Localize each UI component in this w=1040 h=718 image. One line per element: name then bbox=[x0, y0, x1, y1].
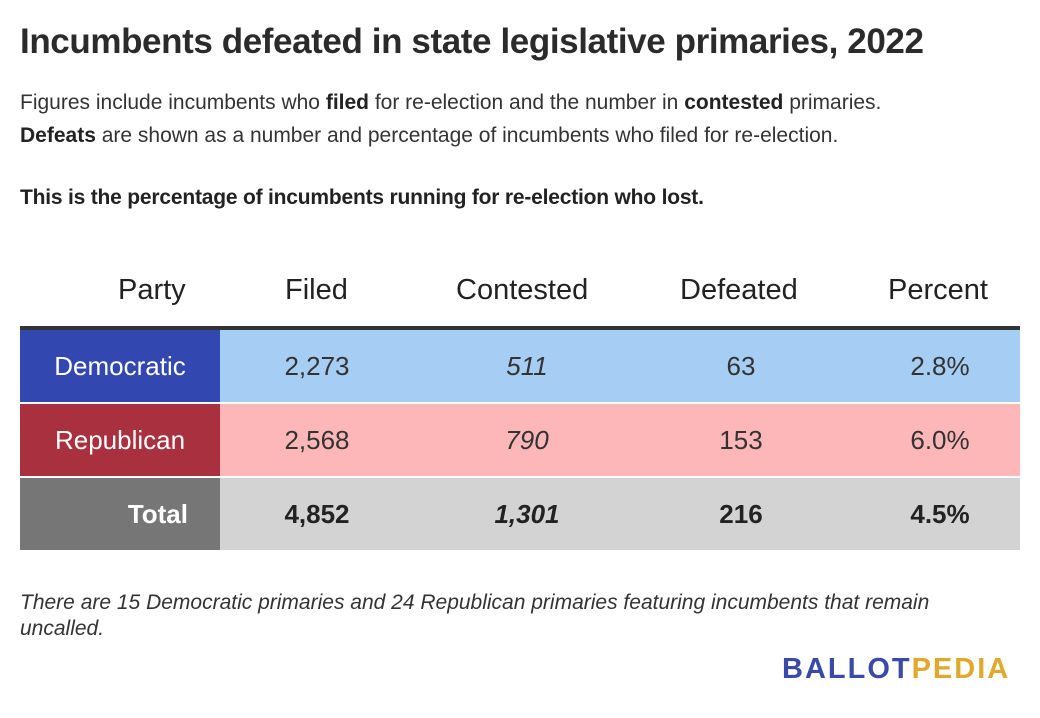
description: Figures include incumbents who filed for… bbox=[20, 86, 881, 152]
description-line-1: Figures include incumbents who filed for… bbox=[20, 86, 881, 119]
defeated-cell: 63 bbox=[726, 350, 756, 381]
chart-subtitle: This is the percentage of incumbents run… bbox=[20, 186, 704, 209]
description-line-2: Defeats are shown as a number and percen… bbox=[20, 119, 881, 152]
description-text: Figures include incumbents who bbox=[20, 91, 326, 114]
header-filed: Filed bbox=[285, 274, 348, 306]
table-header: Party Filed Contested Defeated Percent bbox=[20, 266, 1020, 330]
logo-text-ballot: BALLOT bbox=[782, 653, 912, 685]
row-values: 2,568 790 153 6.0% bbox=[220, 404, 1020, 476]
row-values: 2,273 511 63 2.8% bbox=[220, 330, 1020, 402]
defeated-cell: 153 bbox=[719, 424, 763, 455]
table-row-total: Total 4,852 1,301 216 4.5% bbox=[20, 478, 1020, 552]
description-bold-defeats: Defeats bbox=[20, 124, 96, 147]
filed-cell: 4,852 bbox=[284, 498, 350, 529]
description-bold-filed: filed bbox=[325, 91, 369, 114]
contested-cell: 1,301 bbox=[494, 498, 560, 529]
chart-title: Incumbents defeated in state legislative… bbox=[20, 22, 924, 61]
results-table: Party Filed Contested Defeated Percent D… bbox=[20, 266, 1020, 552]
header-contested: Contested bbox=[456, 274, 589, 306]
table-row-democratic: Democratic 2,273 511 63 2.8% bbox=[20, 330, 1020, 404]
percent-cell: 4.5% bbox=[910, 498, 970, 529]
logo-text-pedia: PEDIA bbox=[911, 653, 1011, 685]
percent-cell: 6.0% bbox=[910, 424, 970, 455]
description-bold-contested: contested bbox=[684, 91, 784, 114]
filed-cell: 2,568 bbox=[284, 424, 350, 455]
party-cell: Total bbox=[20, 478, 220, 550]
party-cell: Republican bbox=[20, 404, 220, 476]
table-row-republican: Republican 2,568 790 153 6.0% bbox=[20, 404, 1020, 478]
party-cell: Democratic bbox=[20, 330, 220, 402]
description-text: primaries. bbox=[783, 91, 882, 114]
table-body: Democratic 2,273 511 63 2.8% Republican 2,568 7… bbox=[20, 330, 1020, 552]
footnote: There are 15 Democratic primaries and 24… bbox=[20, 591, 930, 640]
description-text: for re-election and the number in bbox=[369, 91, 685, 114]
defeated-cell: 216 bbox=[719, 498, 763, 529]
row-values: 4,852 1,301 216 4.5% bbox=[220, 478, 1020, 550]
header-defeated: Defeated bbox=[680, 274, 798, 306]
percent-cell: 2.8% bbox=[910, 350, 970, 381]
ballotpedia-logo: BALLOTPEDIA bbox=[782, 653, 1010, 686]
header-party: Party bbox=[118, 274, 186, 306]
contested-cell: 511 bbox=[506, 350, 548, 381]
description-text: are shown as a number and percentage of … bbox=[95, 124, 839, 147]
contested-cell: 790 bbox=[505, 424, 549, 455]
filed-cell: 2,273 bbox=[284, 350, 350, 381]
header-percent: Percent bbox=[888, 274, 988, 306]
